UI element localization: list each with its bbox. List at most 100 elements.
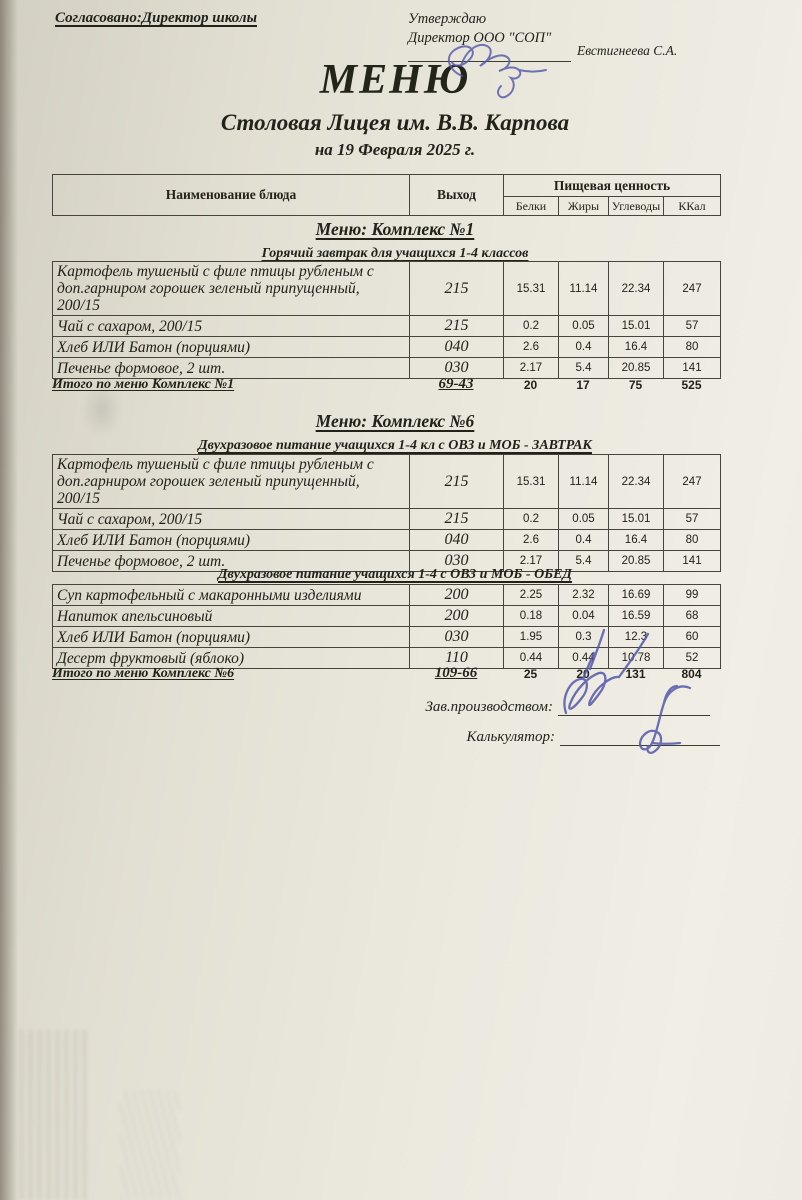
dish-name: Напиток апельсиновый [52, 605, 410, 627]
dish-kcal: 57 [663, 315, 721, 337]
complex-6-breakfast-table: Картофель тушеный с филе птицы рубленым … [52, 454, 721, 572]
col-header-nutrition: Пищевая ценность [502, 174, 722, 197]
approval-block: Утверждаю Директор ООО "СОП" [408, 10, 551, 48]
dish-protein: 15.31 [503, 261, 559, 316]
dish-fat: 11.14 [558, 261, 609, 316]
dish-carbs: 16.59 [608, 605, 664, 627]
dish-carbs: 22.34 [608, 454, 664, 509]
photo-left-shadow [0, 0, 18, 1200]
dish-kcal: 99 [663, 584, 721, 606]
dish-kcal: 247 [663, 454, 721, 509]
total-protein: 25 [523, 666, 538, 681]
table-row: Печенье формовое, 2 шт. 030 2.17 5.4 20.… [52, 357, 721, 379]
dish-yield: 030 [409, 357, 504, 379]
dish-fat: 0.3 [558, 626, 609, 648]
production-manager-signature-line [558, 715, 710, 716]
calculator-label: Калькулятор: [466, 729, 555, 745]
total-fat: 17 [576, 377, 590, 392]
table-row: Картофель тушеный с филе птицы рубленым … [52, 454, 721, 509]
dish-carbs: 20.85 [608, 357, 664, 379]
complex-6-total-row: Итого по меню Комплекс №6 109-66 25 20 1… [52, 665, 720, 682]
menu-date: на 19 Февраля 2025 г. [314, 140, 476, 159]
group-heading-ovz-breakfast: Двухразовое питание учащихся 1-4 кл с ОВ… [198, 438, 592, 453]
dish-protein: 15.31 [503, 454, 559, 509]
group-heading-ovz-lunch: Двухразовое питание учащихся 1-4 с ОВЗ и… [217, 567, 572, 582]
calculator-signature [638, 684, 692, 754]
column-header-table: Наименование блюда Выход Пищевая ценност… [52, 174, 722, 216]
table-row: Хлеб ИЛИ Батон (порциями) 040 2.6 0.4 16… [52, 336, 721, 358]
dish-yield: 215 [409, 315, 504, 337]
table-row: Чай с сахаром, 200/15 215 0.2 0.05 15.01… [52, 508, 721, 530]
canteen-subtitle: Столовая Лицея им. В.В. Карпова [220, 110, 570, 135]
dish-yield: 200 [409, 584, 504, 606]
dish-fat: 0.04 [558, 605, 609, 627]
production-manager-label: Зав.производством: [425, 699, 553, 715]
complex-1-total-row: Итого по меню Комплекс №1 69-43 20 17 75… [52, 376, 720, 393]
dish-protein: 2.6 [503, 529, 559, 551]
approve-word: Утверждаю [408, 11, 487, 27]
dish-yield: 215 [409, 261, 504, 316]
dish-name: Печенье формовое, 2 шт. [52, 550, 410, 572]
dish-fat: 0.4 [558, 336, 609, 358]
dish-kcal: 247 [663, 261, 721, 316]
dish-protein: 0.44 [503, 647, 559, 669]
dish-protein: 0.2 [503, 315, 559, 337]
dish-carbs: 16.4 [608, 336, 664, 358]
dish-protein: 0.18 [503, 605, 559, 627]
dish-name: Суп картофельный с макаронными изделиями [52, 584, 410, 606]
dish-yield: 215 [409, 508, 504, 530]
dish-carbs: 16.69 [608, 584, 664, 606]
total-yield: 109-66 [434, 665, 478, 681]
table-row: Чай с сахаром, 200/15 215 0.2 0.05 15.01… [52, 315, 721, 337]
dish-fat: 0.05 [558, 315, 609, 337]
total-protein: 20 [523, 377, 538, 392]
dish-carbs: 16.4 [608, 529, 664, 551]
dish-yield: 040 [409, 336, 504, 358]
dish-protein: 0.2 [503, 508, 559, 530]
dish-kcal: 57 [663, 508, 721, 530]
dish-yield: 110 [409, 647, 504, 669]
dish-name: Картофель тушеный с филе птицы рубленым … [52, 454, 410, 509]
dish-yield: 030 [409, 550, 504, 572]
col-header-protein: Белки [503, 196, 559, 216]
dish-name: Чай с сахаром, 200/15 [52, 315, 410, 337]
dish-yield: 200 [409, 605, 504, 627]
dish-kcal: 141 [663, 357, 721, 379]
dish-carbs: 15.01 [608, 315, 664, 337]
dish-kcal: 80 [663, 529, 721, 551]
dish-kcal: 80 [663, 336, 721, 358]
dish-kcal: 52 [663, 647, 721, 669]
dish-name: Десерт фруктовый (яблоко) [52, 647, 410, 669]
col-header-name: Наименование блюда [52, 174, 410, 216]
dish-protein: 2.6 [503, 336, 559, 358]
table-row: Суп картофельный с макаронными изделиями… [52, 584, 721, 606]
total-kcal: 804 [681, 666, 702, 681]
table-row: Картофель тушеный с филе птицы рубленым … [52, 261, 721, 316]
dish-kcal: 60 [663, 626, 721, 648]
dish-fat: 2.32 [558, 584, 609, 606]
dish-yield: 030 [409, 626, 504, 648]
dish-name: Хлеб ИЛИ Батон (порциями) [52, 626, 410, 648]
dish-protein: 2.17 [503, 550, 559, 572]
group-heading-breakfast-1-4: Горячий завтрак для учащихся 1-4 классов [261, 246, 529, 261]
total-yield: 69-43 [438, 376, 474, 392]
dish-carbs: 12.3 [608, 626, 664, 648]
total-fat: 20 [576, 666, 590, 681]
total-carbs: 75 [628, 377, 643, 392]
dish-fat: 5.4 [558, 357, 609, 379]
menu-complex-6-title: Меню: Комплекс №6 [315, 411, 475, 431]
menu-complex-1-title: Меню: Комплекс №1 [315, 219, 475, 239]
dish-kcal: 68 [663, 605, 721, 627]
total-label: Итого по меню Комплекс №6 [52, 665, 235, 681]
table-row: Печенье формовое, 2 шт. 030 2.17 5.4 20.… [52, 550, 721, 572]
table-row: Напиток апельсиновый 200 0.18 0.04 16.59… [52, 605, 721, 627]
col-header-fat: Жиры [558, 196, 609, 216]
dish-fat: 0.4 [558, 529, 609, 551]
dish-name: Хлеб ИЛИ Батон (порциями) [52, 529, 410, 551]
calculator-signature-line [560, 745, 720, 746]
paper-smudge [120, 1090, 180, 1200]
dish-fat: 11.14 [558, 454, 609, 509]
dish-name: Чай с сахаром, 200/15 [52, 508, 410, 530]
agreed-label: Согласовано:Директор школы [55, 10, 257, 26]
